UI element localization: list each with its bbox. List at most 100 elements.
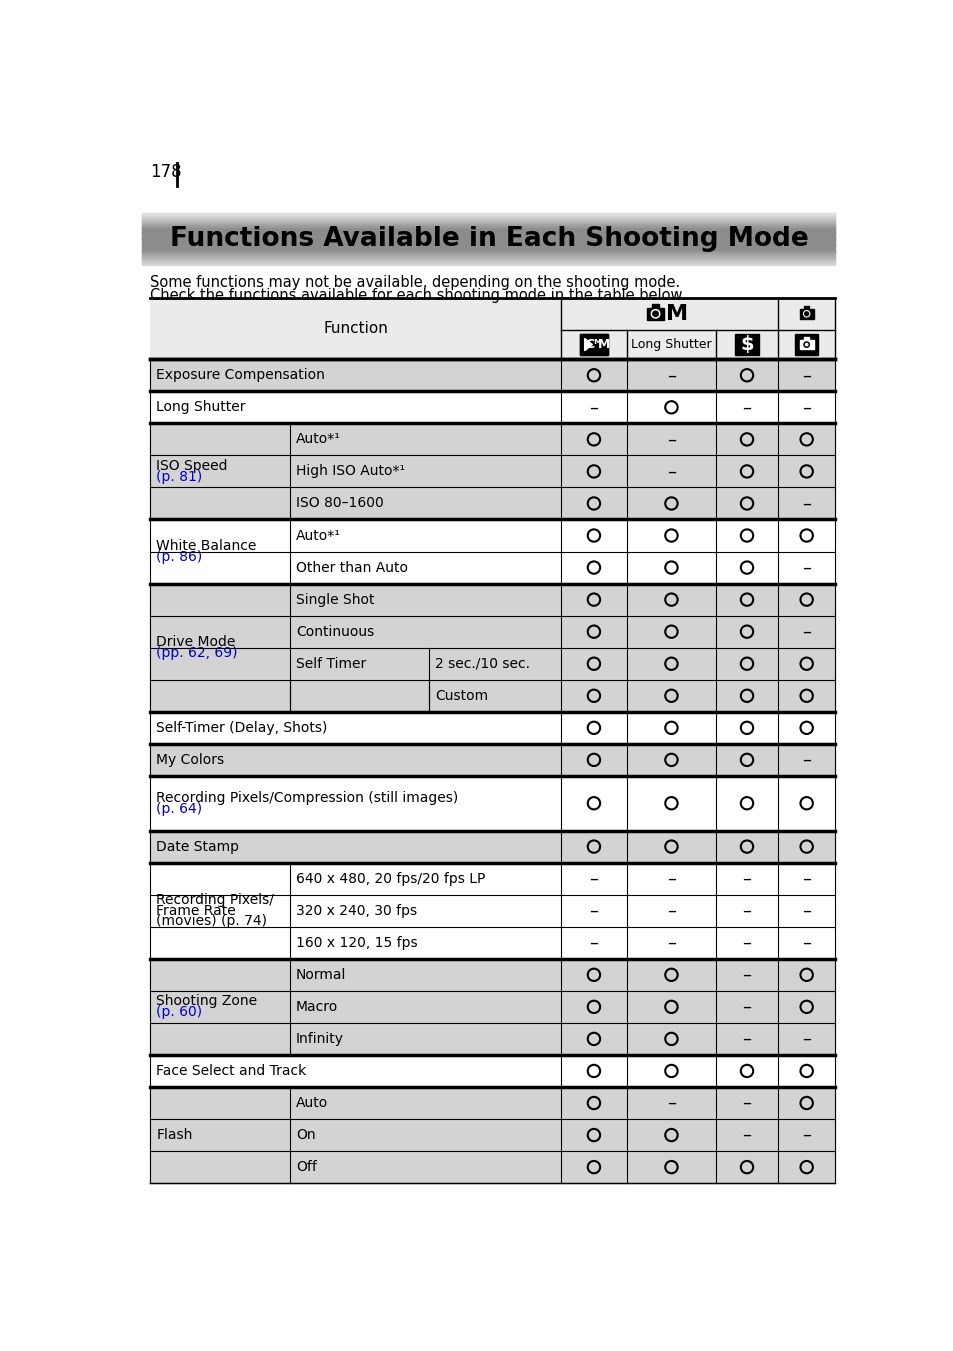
Bar	[150, 297, 835, 330]
Text: Face Select and Track: Face Select and Track	[156, 1065, 306, 1078]
Text: –: –	[801, 623, 810, 640]
Bar	[150, 1119, 835, 1151]
Text: $: $	[740, 335, 753, 354]
Bar	[734, 334, 759, 355]
Text: –: –	[741, 1029, 751, 1048]
Circle shape	[651, 309, 659, 317]
Bar	[150, 520, 835, 551]
Bar	[150, 488, 835, 520]
Text: 178: 178	[150, 163, 182, 181]
Text: –: –	[741, 966, 751, 984]
Bar	[150, 927, 835, 959]
Text: 160 x 120, 15 fps: 160 x 120, 15 fps	[295, 936, 417, 950]
Text: –: –	[801, 934, 810, 951]
Bar	[150, 551, 835, 584]
Text: M: M	[666, 304, 688, 324]
Text: –: –	[741, 399, 751, 416]
Text: Function: Function	[323, 322, 388, 336]
Text: –: –	[666, 870, 676, 888]
Text: Custom: Custom	[435, 689, 488, 703]
Circle shape	[803, 342, 808, 347]
Text: –: –	[589, 901, 598, 920]
Text: –: –	[666, 431, 676, 449]
Text: Continuous: Continuous	[295, 624, 374, 639]
Text: Date Stamp: Date Stamp	[156, 839, 239, 854]
Bar	[150, 584, 835, 616]
Bar	[150, 1151, 835, 1183]
Text: Recording Pixels/Compression (still images): Recording Pixels/Compression (still imag…	[156, 790, 458, 805]
Bar	[150, 455, 835, 488]
Text: –: –	[666, 462, 676, 481]
Text: –: –	[801, 366, 810, 384]
Text: Shooting Zone: Shooting Zone	[156, 994, 257, 1008]
Text: (p. 64): (p. 64)	[156, 801, 202, 816]
Text: On: On	[295, 1128, 315, 1142]
Bar	[150, 423, 835, 455]
Text: Auto*¹: Auto*¹	[295, 432, 340, 446]
Polygon shape	[584, 339, 592, 351]
Bar	[646, 308, 663, 320]
Bar	[579, 334, 607, 355]
Bar	[150, 1055, 835, 1088]
Text: Long Shutter: Long Shutter	[631, 338, 711, 351]
Bar	[799, 309, 813, 319]
Bar	[150, 959, 835, 990]
Text: –: –	[741, 901, 751, 920]
Text: Check the functions available for each shooting mode in the table below.: Check the functions available for each s…	[150, 288, 685, 303]
Text: Single Shot: Single Shot	[295, 593, 375, 607]
Bar	[150, 1088, 835, 1119]
Bar	[579, 334, 607, 355]
Circle shape	[802, 311, 809, 317]
Bar	[150, 775, 835, 831]
Text: –: –	[741, 1094, 751, 1112]
Text: –: –	[801, 1127, 810, 1144]
Circle shape	[652, 311, 658, 316]
Bar	[150, 990, 835, 1023]
Text: Off: Off	[295, 1161, 316, 1174]
Text: Some functions may not be available, depending on the shooting mode.: Some functions may not be available, dep…	[150, 274, 679, 289]
Text: Long Shutter: Long Shutter	[156, 400, 246, 415]
Text: (p. 86): (p. 86)	[156, 550, 202, 563]
Text: Macro: Macro	[295, 1000, 338, 1013]
Bar	[150, 680, 835, 712]
Text: Drive Mode: Drive Mode	[156, 635, 235, 650]
Bar	[652, 304, 658, 308]
Bar	[150, 712, 835, 744]
Text: Auto*¹: Auto*¹	[295, 528, 340, 543]
Text: Self-Timer (Delay, Shots): Self-Timer (Delay, Shots)	[156, 721, 328, 735]
Bar	[803, 305, 808, 309]
Text: –: –	[741, 870, 751, 888]
Text: Self Timer: Self Timer	[295, 657, 366, 670]
Bar	[150, 744, 835, 775]
Text: 2 sec./10 sec.: 2 sec./10 sec.	[435, 657, 530, 670]
Text: Normal: Normal	[295, 967, 346, 982]
Text: –: –	[801, 558, 810, 577]
Text: 640 x 480, 20 fps/20 fps LP: 640 x 480, 20 fps/20 fps LP	[295, 871, 485, 886]
Text: Infinity: Infinity	[295, 1032, 344, 1046]
Text: Other than Auto: Other than Auto	[295, 561, 408, 574]
Text: –: –	[589, 399, 598, 416]
Text: –: –	[589, 870, 598, 888]
Text: ISO 80–1600: ISO 80–1600	[295, 496, 383, 511]
Text: Frame Rate: Frame Rate	[156, 904, 236, 917]
Text: ISO Speed: ISO Speed	[156, 459, 228, 473]
Bar	[150, 863, 835, 894]
Bar	[150, 1023, 835, 1055]
Text: –: –	[801, 870, 810, 888]
Text: (p. 60): (p. 60)	[156, 1005, 202, 1019]
Text: 320 x 240, 30 fps: 320 x 240, 30 fps	[295, 904, 416, 917]
Circle shape	[804, 343, 807, 346]
Bar	[803, 338, 808, 340]
Bar	[799, 340, 813, 349]
Text: White Balance: White Balance	[156, 539, 256, 553]
Bar	[150, 616, 835, 647]
Text: Exposure Compensation: Exposure Compensation	[156, 369, 325, 382]
Text: –: –	[741, 934, 751, 951]
Text: Recording Pixels/: Recording Pixels/	[156, 893, 274, 907]
Text: –: –	[589, 934, 598, 951]
Text: (pp. 62, 69): (pp. 62, 69)	[156, 646, 237, 661]
Text: (p. 81): (p. 81)	[156, 470, 202, 484]
Text: (movies) (p. 74): (movies) (p. 74)	[156, 915, 267, 928]
Bar	[150, 330, 835, 359]
Text: –: –	[801, 1029, 810, 1048]
